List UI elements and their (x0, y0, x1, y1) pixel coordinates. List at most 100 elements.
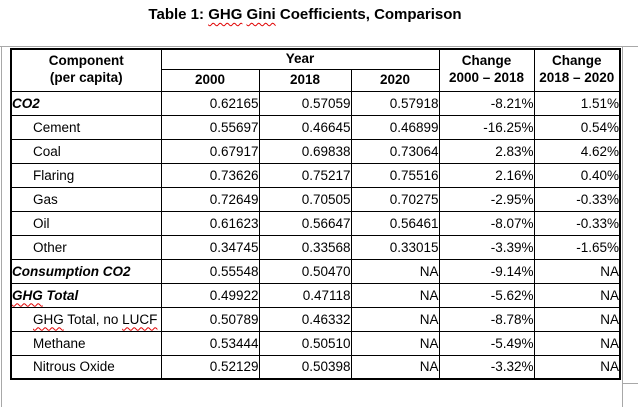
value-cell: NA (350, 354, 440, 380)
misspelled-word: GHG (208, 6, 243, 23)
value-cell: NA (533, 330, 621, 356)
value-cell: -8.78% (438, 306, 535, 332)
component-cell: Nitrous Oxide (10, 354, 162, 380)
component-cell: Methane (10, 330, 162, 356)
table-row: Flaring 0.73626 0.75217 0.75516 2.16% 0.40% (10, 162, 621, 188)
value-cell: 0.34745 (160, 234, 260, 260)
table-row: Coal 0.67917 0.69838 0.73064 2.83% 4.62% (10, 138, 621, 164)
table-row: GHG Total, no LUCF 0.50789 0.46332 NA -8.78%… (10, 306, 621, 332)
value-cell: 0.73064 (350, 138, 440, 164)
value-cell: 2.83% (438, 138, 535, 164)
component-cell: Coal (10, 138, 162, 164)
value-cell: 0.73626 (160, 162, 260, 188)
table-row: Gas 0.72649 0.70505 0.70275 -2.95% -0.33% (10, 186, 621, 212)
value-cell: 0.62165 (160, 90, 260, 116)
component-cell: Oil (10, 210, 162, 236)
header-change1-line1: Change (461, 53, 512, 69)
value-cell: 0.61623 (160, 210, 260, 236)
header-year-2020: 2020 (350, 68, 440, 92)
misspelled-word: GHG (33, 311, 64, 327)
value-cell: 0.33015 (350, 234, 440, 260)
value-cell: -2.95% (438, 186, 535, 212)
value-cell: 0.50510 (258, 330, 352, 356)
value-cell: NA (533, 258, 621, 284)
value-cell: 0.72649 (160, 186, 260, 212)
component-cell: GHG Total, no LUCF (10, 306, 162, 332)
value-cell: NA (350, 258, 440, 284)
component-cell: Consumption CO2 (10, 258, 162, 284)
component-cell: CO2 (10, 90, 162, 116)
page-guide-top-line (0, 46, 638, 47)
header-change2-line2: 2018 – 2020 (539, 70, 615, 86)
value-cell: NA (350, 306, 440, 332)
table-row: Cement 0.55697 0.46645 0.46899 -16.25% 0.54% (10, 114, 621, 140)
table-row: CO2 0.62165 0.57059 0.57918 -8.21% 1.51% (10, 90, 621, 116)
misspelled-word: GHG (12, 287, 43, 303)
value-cell: 0.33568 (258, 234, 352, 260)
header-component: Component (per capita) (10, 48, 162, 92)
value-cell: 0.75516 (350, 162, 440, 188)
header-component-line2: (per capita) (49, 70, 123, 86)
header-year-2000: 2000 (160, 68, 260, 92)
header-change-2000-2018: Change 2000 – 2018 (438, 48, 535, 92)
header-year-group: Year (160, 48, 440, 70)
value-cell: 0.53444 (160, 330, 260, 356)
page-guide-bottom-right-line (622, 383, 638, 384)
value-cell: NA (350, 330, 440, 356)
value-cell: -9.14% (438, 258, 535, 284)
value-cell: 0.46645 (258, 114, 352, 140)
value-cell: -0.33% (533, 210, 621, 236)
header-component-line1: Component (48, 53, 124, 69)
component-cell: GHG Total (10, 282, 162, 308)
table-body: CO2 0.62165 0.57059 0.57918 -8.21% 1.51% Cemen… (10, 90, 621, 380)
value-cell: 2.16% (438, 162, 535, 188)
component-cell: Flaring (10, 162, 162, 188)
value-cell: 0.49922 (160, 282, 260, 308)
value-cell: 0.54% (533, 114, 621, 140)
value-cell: 0.70505 (258, 186, 352, 212)
value-cell: NA (533, 354, 621, 380)
value-cell: NA (533, 282, 621, 308)
table-row: Other 0.34745 0.33568 0.33015 -3.39% -1.65% (10, 234, 621, 260)
component-cell: Other (10, 234, 162, 260)
value-cell: 0.57059 (258, 90, 352, 116)
value-cell: -8.07% (438, 210, 535, 236)
value-cell: -5.62% (438, 282, 535, 308)
header-change1-line2: 2000 – 2018 (448, 70, 525, 86)
component-cell: Gas (10, 186, 162, 212)
value-cell: 0.56647 (258, 210, 352, 236)
table-row: Consumption CO2 0.55548 0.50470 NA -9.14% NA (10, 258, 621, 284)
misspelled-word: Gini (246, 6, 276, 23)
value-cell: 0.56461 (350, 210, 440, 236)
value-cell: 0.57918 (350, 90, 440, 116)
header-change-2018-2020: Change 2018 – 2020 (533, 48, 621, 92)
value-cell: 0.50398 (258, 354, 352, 380)
value-cell: -5.49% (438, 330, 535, 356)
value-cell: 0.55697 (160, 114, 260, 140)
value-cell: 0.40% (533, 162, 621, 188)
value-cell: 0.50470 (258, 258, 352, 284)
header-change2-line1: Change (551, 53, 602, 69)
page-guide-left-line (1, 46, 2, 407)
value-cell: -3.32% (438, 354, 535, 380)
value-cell: 4.62% (533, 138, 621, 164)
value-cell: 0.46332 (258, 306, 352, 332)
value-cell: 0.47118 (258, 282, 352, 308)
value-cell: NA (350, 282, 440, 308)
ghg-gini-table: Component (per capita) Year Change 2000 … (10, 48, 621, 380)
value-cell: -0.33% (533, 186, 621, 212)
value-cell: 0.70275 (350, 186, 440, 212)
table-row: Methane 0.53444 0.50510 NA -5.49% NA (10, 330, 621, 356)
value-cell: 0.75217 (258, 162, 352, 188)
page-guide-right-line (622, 46, 623, 407)
misspelled-word: LUCF (122, 311, 158, 327)
value-cell: 0.50789 (160, 306, 260, 332)
value-cell: 0.52129 (160, 354, 260, 380)
component-cell: Cement (10, 114, 162, 140)
table-row: Nitrous Oxide 0.52129 0.50398 NA -3.32% NA (10, 354, 621, 380)
value-cell: 0.67917 (160, 138, 260, 164)
value-cell: NA (533, 306, 621, 332)
value-cell: -1.65% (533, 234, 621, 260)
table-title: Table 1: GHG Gini Coefficients, Comparis… (148, 6, 462, 23)
value-cell: 1.51% (533, 90, 621, 116)
